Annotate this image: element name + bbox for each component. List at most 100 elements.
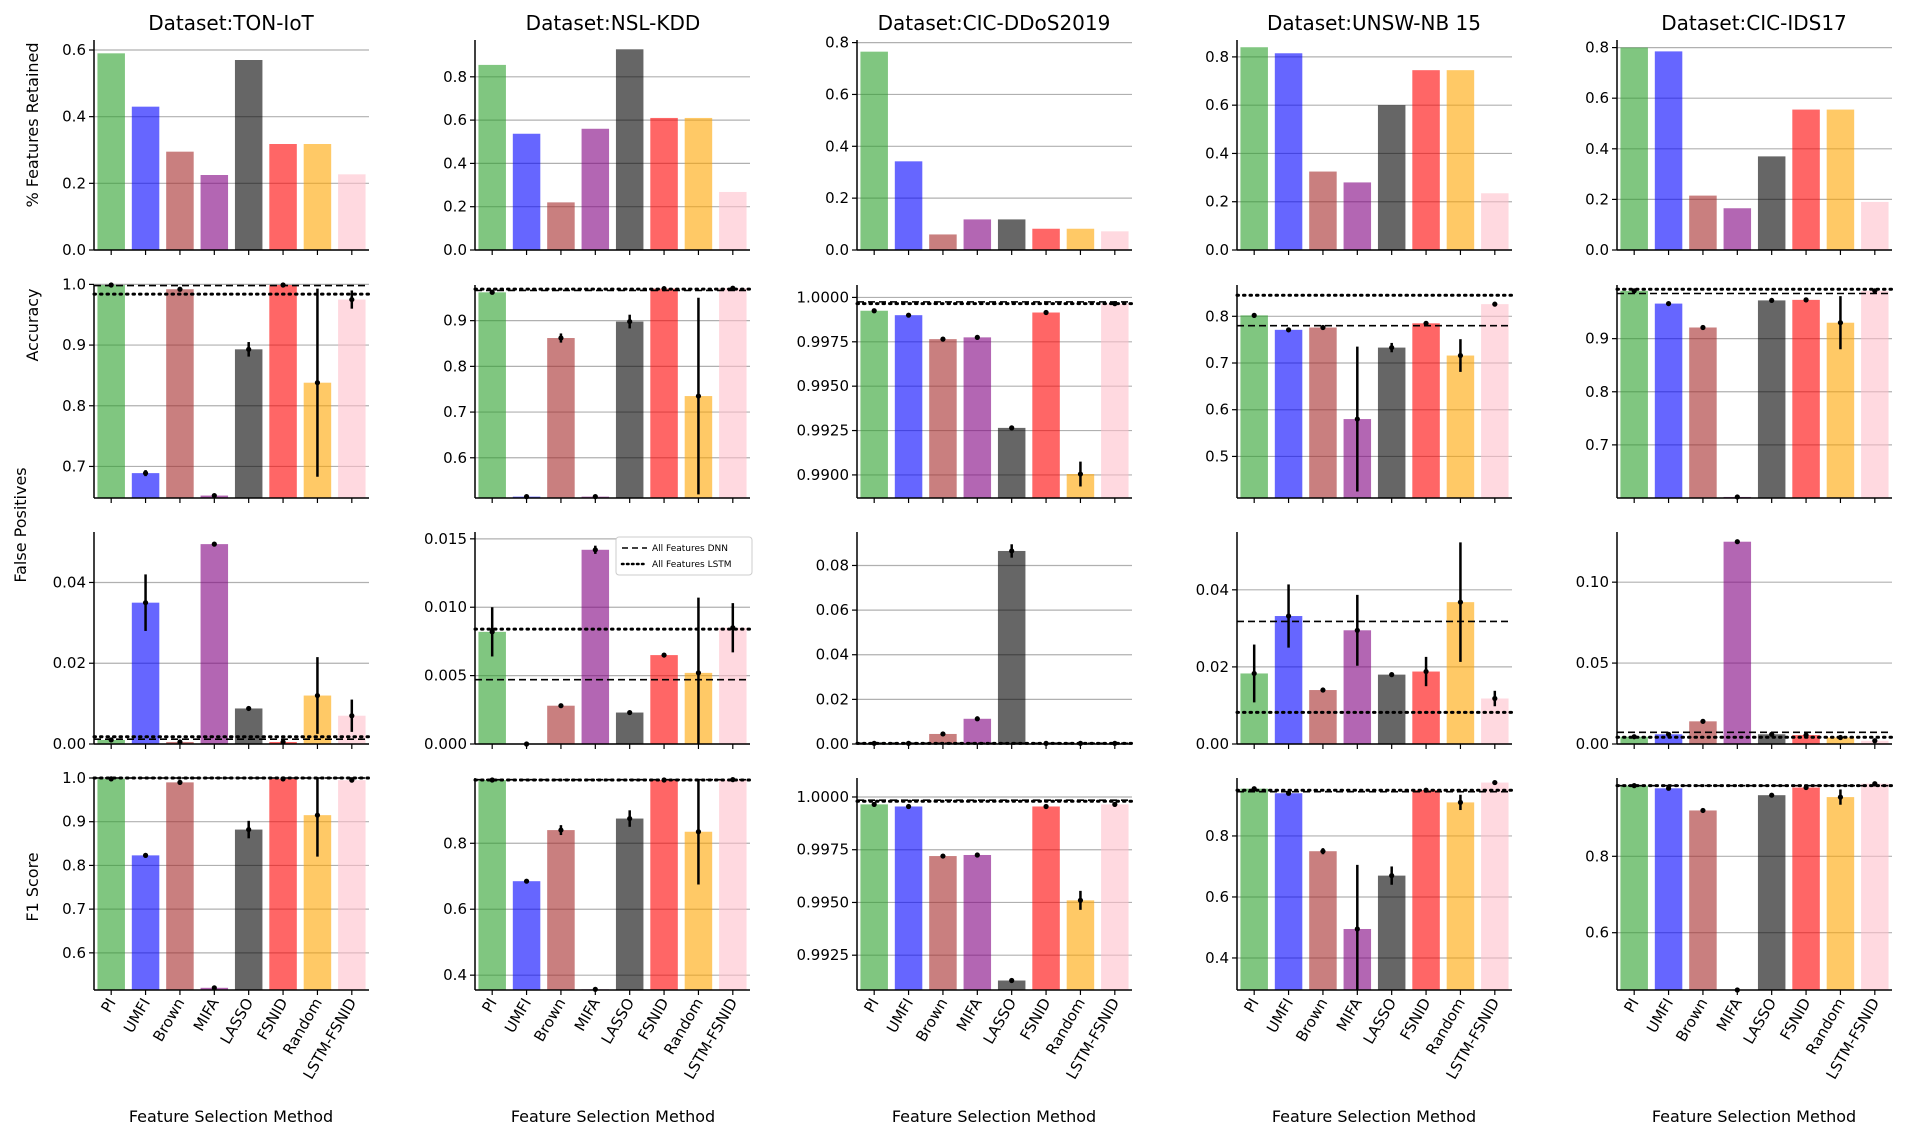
x-tick-label: MIFA — [1333, 994, 1366, 1034]
bar-umfi — [1654, 303, 1683, 498]
mean-marker — [349, 713, 355, 719]
y-tick-label: 0.5 — [1205, 447, 1229, 465]
mean-marker — [314, 692, 321, 699]
mean-marker — [1492, 695, 1498, 702]
panel-title: Dataset:CIC-IDS17 — [1661, 11, 1847, 35]
bar-umfi — [1654, 734, 1683, 744]
y-tick-label: 1.0000 — [797, 788, 850, 806]
panel-title: Dataset:CIC-DDoS2019 — [878, 11, 1111, 35]
mean-marker — [1872, 738, 1878, 744]
mean-marker — [871, 801, 877, 807]
bar-pi — [478, 64, 506, 250]
y-tick-label: 0.8 — [1585, 383, 1609, 401]
bar-lasso — [997, 550, 1026, 744]
x-tick-label: PI — [97, 995, 119, 1016]
bar-pi — [1240, 788, 1268, 990]
subplot: 0.9900 0.9925 0.9950 0.9975 1.0000 — [797, 285, 1134, 503]
x-axis-label: Feature Selection Method — [892, 1107, 1096, 1126]
y-tick-label: 0.8 — [62, 856, 86, 874]
mean-marker — [974, 716, 980, 722]
bar-fsnid — [1032, 806, 1060, 990]
x-tick-label: LASSO — [1740, 995, 1780, 1047]
mean-marker — [1043, 309, 1049, 316]
mean-marker — [558, 703, 564, 709]
bar-mifa — [200, 544, 229, 744]
bar-brown — [1309, 690, 1337, 744]
bar-umfi — [1274, 53, 1303, 250]
bar-lstm-fsnid — [338, 299, 366, 498]
mean-marker — [1803, 297, 1809, 303]
bar-lasso — [234, 60, 263, 250]
legend-dnn-label: All Features DNN — [652, 544, 728, 554]
bar-lstm-fsnid — [1481, 193, 1509, 250]
mean-marker — [1354, 926, 1360, 932]
mean-marker — [627, 318, 633, 325]
bar-pi — [860, 51, 888, 250]
mean-marker — [1700, 807, 1706, 814]
y-tick-label: 1.0 — [62, 769, 86, 787]
x-tick-label: Brown — [1292, 995, 1331, 1045]
bar-fsnid — [1412, 323, 1440, 498]
y-tick-label: 0.6 — [1205, 401, 1229, 419]
mean-marker — [246, 346, 252, 352]
y-axis-label: Accuracy — [23, 288, 42, 361]
bar-lstm-fsnid — [1101, 804, 1129, 990]
bar-mifa — [963, 337, 992, 498]
bar-pi — [478, 779, 506, 990]
mean-marker — [1700, 718, 1706, 724]
y-tick-label: 0.0 — [1585, 241, 1609, 259]
y-tick-label: 0.8 — [443, 68, 467, 86]
y-tick-label: 0.04 — [53, 573, 86, 591]
bar-brown — [1689, 195, 1717, 250]
y-axis-label: F1 Score — [23, 852, 42, 921]
bar-brown — [1309, 851, 1337, 990]
mean-marker — [940, 336, 946, 342]
bar-fsnid — [1032, 228, 1060, 250]
subplot: 0.000 0.005 0.010 0.015 — [424, 530, 752, 753]
mean-marker — [1734, 539, 1740, 545]
bar-pi — [478, 292, 506, 498]
y-tick-label: 0.6 — [1585, 89, 1609, 107]
mean-marker — [1423, 320, 1429, 326]
mean-marker — [1354, 627, 1360, 633]
bar-lstm-fsnid — [338, 174, 366, 250]
y-tick-label: 0.8 — [443, 357, 467, 375]
mean-marker — [211, 985, 217, 991]
y-axis-label: % Features Retained — [23, 42, 42, 207]
bar-brown — [929, 234, 957, 250]
x-tick-label: UMFI — [1643, 995, 1677, 1036]
mean-marker — [211, 492, 217, 499]
mean-marker — [1423, 668, 1429, 675]
bar-lasso — [234, 829, 263, 990]
mean-marker — [1009, 977, 1015, 984]
y-tick-label: 0.9900 — [797, 466, 850, 484]
y-tick-label: 0.04 — [1196, 581, 1229, 599]
bar-umfi — [894, 806, 923, 990]
x-tick-label: LASSO — [217, 995, 257, 1047]
bar-pi — [860, 804, 888, 990]
y-tick-label: 0.02 — [1196, 658, 1229, 676]
bar-brown — [166, 151, 194, 250]
y-tick-label: 0.2 — [1585, 190, 1609, 208]
bar-mifa — [1723, 208, 1752, 250]
mean-marker — [1251, 670, 1257, 677]
y-tick-label: 0.9 — [62, 813, 86, 831]
bar-fsnid — [1032, 312, 1060, 498]
legend-lstm-label: All Features LSTM — [652, 560, 732, 570]
bar-pi — [97, 285, 125, 498]
subplot: 0.0 0.2 0.4 0.6 0.8 — [1585, 39, 1892, 259]
bar-lasso — [234, 349, 263, 498]
x-tick-label: PI — [478, 995, 500, 1016]
y-tick-label: 0.08 — [816, 556, 849, 574]
mean-marker — [177, 779, 183, 785]
bar-lasso — [1377, 674, 1406, 744]
y-tick-label: 0.8 — [1205, 827, 1229, 845]
mean-marker — [1389, 344, 1395, 351]
bar-pi — [97, 53, 125, 251]
bar-random — [684, 117, 713, 250]
subplot: 0.7 0.8 0.9 1.0 — [62, 275, 371, 503]
mean-marker — [523, 878, 530, 884]
y-tick-label: 0.00 — [53, 735, 86, 753]
